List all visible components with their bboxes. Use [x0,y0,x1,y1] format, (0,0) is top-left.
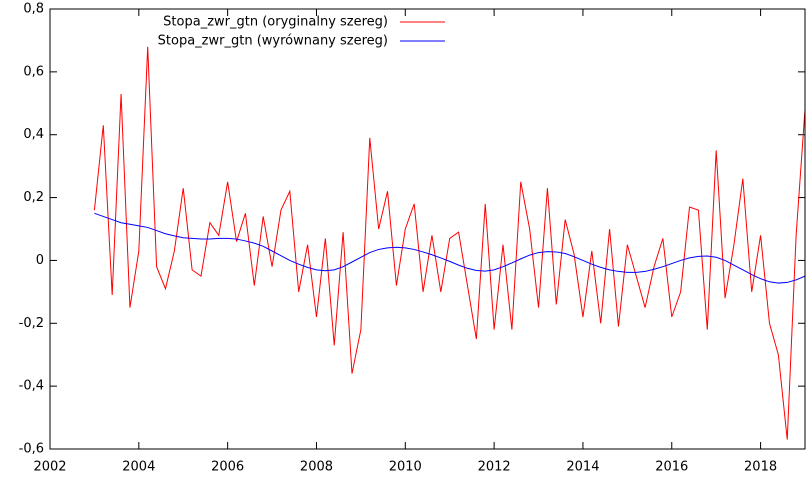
y-tick-label: 0,6 [23,64,44,79]
x-tick-label: 2006 [211,460,244,475]
y-tick-label: 0,8 [23,2,44,17]
y-tick-label: -0,4 [19,379,44,394]
x-tick-label: 2018 [744,460,777,475]
series-line [93,46,806,440]
y-tick-label: 0 [36,253,44,268]
y-tick-label: -0,6 [19,442,44,457]
x-tick-label: 2016 [655,460,688,475]
y-tick-label: 0,4 [23,127,44,142]
plot-frame [49,8,806,450]
x-tick-label: 2002 [33,460,66,475]
x-tick-label: 2004 [122,460,155,475]
x-tick-label: 2012 [478,460,511,475]
x-tick-label: 2008 [300,460,333,475]
y-tick-label: -0,2 [19,316,44,331]
legend-label: Stopa_zwr_gtn (oryginalny szereg) [163,15,388,30]
legend-label: Stopa_zwr_gtn (wyrównany szereg) [158,34,388,49]
x-tick-label: 2014 [566,460,599,475]
x-tick-label: 2010 [389,460,422,475]
series-line [94,212,806,284]
y-tick-label: 0,2 [23,190,44,205]
